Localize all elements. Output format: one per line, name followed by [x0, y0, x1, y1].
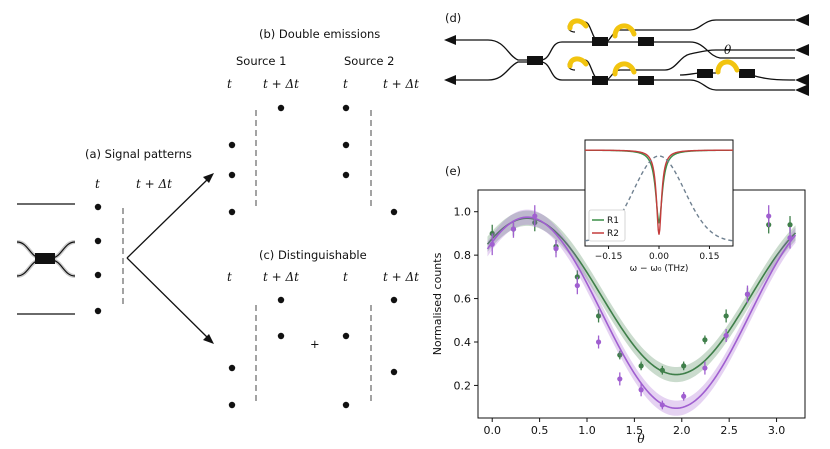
- y-tick-label: 0.6: [454, 293, 472, 306]
- data-point-r1: [787, 222, 793, 228]
- data-point-r1: [659, 367, 665, 373]
- data-point-r2: [766, 213, 772, 219]
- main-series-group: [486, 205, 797, 416]
- inset-x-tick-label: 0.00: [649, 252, 669, 262]
- panel-c-title: (c) Distinguishable: [259, 248, 367, 262]
- data-point-r2: [574, 282, 580, 289]
- x-tick-label: 0.5: [531, 424, 549, 437]
- panel-b-s2-col-t: t: [343, 77, 348, 91]
- data-point-r1: [638, 363, 644, 369]
- panel-e-label: (e): [445, 164, 461, 178]
- inset-x-tick-label: 0.15: [699, 252, 719, 262]
- panel-e: (e) 0.0 0.5 1.0 1.5 2.0 2.5 3.0 0.2 0.4 0.6 0.8 1.0…: [431, 139, 806, 446]
- data-point-r2: [681, 393, 687, 399]
- data-point-r2: [595, 339, 602, 345]
- main-plot-area: [486, 205, 797, 416]
- grating-couplers: [444, 14, 809, 96]
- panel-b-title: (b) Double emissions: [259, 27, 380, 41]
- x-tick-label: 2.5: [720, 424, 738, 437]
- panel-a-dots: [94, 203, 102, 315]
- data-point-r2: [532, 213, 538, 219]
- panel-c-s1-col-t: t: [227, 270, 232, 284]
- panel-a-col-tdt: t + Δt: [136, 177, 172, 191]
- data-point-r1: [617, 352, 623, 358]
- data-point-r2: [617, 376, 623, 382]
- panel-c-s2-col-t: t: [343, 270, 348, 284]
- data-point-r1: [681, 363, 687, 369]
- data-point-r2: [638, 387, 644, 393]
- data-point-r2: [659, 402, 665, 408]
- data-point-r1: [702, 337, 708, 343]
- data-point-r2: [723, 332, 729, 339]
- coupler-icon: [16, 240, 76, 278]
- data-point-r1: [595, 313, 602, 319]
- panel-b-s2-col-tdt: t + Δt: [383, 77, 419, 91]
- x-tick-label: 1.5: [626, 424, 644, 437]
- source-2-label: Source 2: [344, 54, 394, 68]
- data-point-r1: [723, 313, 729, 319]
- data-point-r2: [787, 235, 793, 241]
- coupler-blocks: [527, 37, 755, 85]
- data-point-r2: [510, 226, 517, 232]
- panel-c-s2-col-tdt: t + Δt: [383, 270, 419, 284]
- main-axis-ticks: 0.0 0.5 1.0 1.5 2.0 2.5 3.0 0.2 0.4 0.6 0.8 1.0: [454, 206, 786, 437]
- panel-a-col-t: t: [95, 177, 100, 191]
- heater-elements: [567, 18, 740, 77]
- panel-a: (a) Signal patterns t t + Δt: [16, 147, 214, 344]
- x-tick-label: 2.0: [673, 424, 691, 437]
- panel-c-dots: [228, 296, 398, 409]
- data-point-r2: [702, 365, 708, 371]
- fit-band-r1: [487, 210, 796, 383]
- legend-r1-label: R1: [607, 216, 619, 226]
- inset-x-tick-label: −0.15: [595, 252, 623, 262]
- main-ylabel: Normalised counts: [431, 252, 444, 355]
- y-tick-label: 0.2: [454, 379, 472, 392]
- inset-axis-ticks: −0.15 0.00 0.15: [595, 246, 719, 262]
- panel-c-plus: +: [310, 337, 320, 351]
- chip-circuit: [456, 19, 795, 91]
- panel-d: (d): [444, 11, 809, 96]
- x-tick-label: 0.0: [483, 424, 501, 437]
- data-point-r2: [553, 246, 559, 252]
- legend-r2-label: R2: [607, 229, 619, 239]
- data-point-r2: [489, 241, 495, 247]
- main-xlabel: θ: [637, 432, 645, 446]
- panel-c: (c) Distinguishable t t + Δt t t + Δt +: [227, 248, 419, 409]
- inset-line-r2: [584, 149, 734, 235]
- panel-d-label: (d): [445, 11, 461, 25]
- y-tick-label: 0.4: [454, 336, 472, 349]
- panel-b-s1-col-t: t: [227, 77, 232, 91]
- y-tick-label: 1.0: [454, 206, 472, 219]
- inset-xlabel: ω − ω₀ (THz): [630, 264, 689, 274]
- inset-legend: R1 R2: [588, 209, 626, 242]
- panel-b: (b) Double emissions Source 1 Source 2 t…: [227, 27, 419, 216]
- panel-c-s1-col-tdt: t + Δt: [263, 270, 299, 284]
- panel-b-dots: [228, 104, 398, 216]
- panel-b-s1-col-tdt: t + Δt: [263, 77, 299, 91]
- panel-a-title: (a) Signal patterns: [85, 147, 192, 161]
- inset-plot-area: [584, 149, 734, 242]
- data-point-r2: [744, 291, 751, 297]
- source-1-label: Source 1: [236, 54, 286, 68]
- x-tick-label: 3.0: [768, 424, 786, 437]
- x-tick-label: 1.0: [578, 424, 596, 437]
- data-point-r1: [489, 230, 495, 237]
- y-tick-label: 0.8: [454, 249, 472, 262]
- panel-d-theta: θ: [724, 43, 732, 57]
- branch-arrows: [126, 173, 214, 344]
